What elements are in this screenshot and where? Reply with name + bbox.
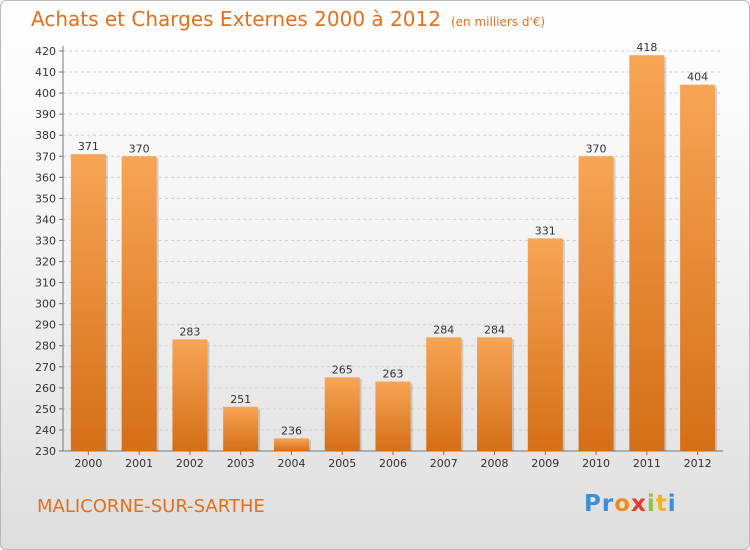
x-tick-label: 2010 <box>582 457 610 470</box>
x-tick-label: 2008 <box>481 457 509 470</box>
x-tick-label: 2012 <box>684 457 712 470</box>
y-tick-label: 380 <box>35 129 56 142</box>
bar <box>324 377 360 451</box>
bar <box>578 156 614 451</box>
y-tick-label: 230 <box>35 445 56 458</box>
y-tick-label: 320 <box>35 256 56 269</box>
x-tick-label: 2004 <box>277 457 305 470</box>
y-tick-label: 250 <box>35 403 56 416</box>
bar <box>375 381 411 451</box>
x-tick-label: 2003 <box>227 457 255 470</box>
bar <box>121 156 157 451</box>
data-label: 236 <box>281 424 302 437</box>
data-label: 283 <box>179 325 200 338</box>
bar <box>629 55 665 452</box>
chart-title: Achats et Charges Externes 2000 à 2012 (e… <box>31 7 545 31</box>
data-label: 284 <box>484 323 505 336</box>
x-tick-label: 2001 <box>125 457 153 470</box>
bar <box>477 337 513 451</box>
x-tick-label: 2006 <box>379 457 407 470</box>
data-label: 331 <box>535 224 556 237</box>
bar <box>527 238 563 451</box>
data-labels: 371 370 283 251 236 265 263 284 284 331 370 418 404 <box>78 41 708 437</box>
y-tick-label: 390 <box>35 108 56 121</box>
chart-title-text: Achats et Charges Externes 2000 à 2012 <box>31 7 441 31</box>
y-tick-label: 370 <box>35 150 56 163</box>
logo-part-2: o <box>614 491 632 517</box>
y-tick-label: 300 <box>35 298 56 311</box>
x-tick-label: 2011 <box>633 457 661 470</box>
data-label: 418 <box>636 41 657 54</box>
place-name: MALICORNE-SUR-SARTHE <box>37 496 265 517</box>
y-tick-label: 290 <box>35 319 56 332</box>
y-tick-label: 400 <box>35 87 56 100</box>
logo-part-4: i <box>646 491 656 517</box>
y-tick-label: 260 <box>35 382 56 395</box>
data-label: 263 <box>383 368 404 381</box>
proxiti-logo: Proxiti <box>584 491 677 517</box>
y-tick-label: 350 <box>35 192 56 205</box>
y-tick-label: 270 <box>35 361 56 374</box>
x-tick-label: 2005 <box>328 457 356 470</box>
data-label: 370 <box>129 142 150 155</box>
logo-part-3: x <box>631 491 647 517</box>
bar <box>172 339 208 451</box>
bars <box>70 55 718 452</box>
x-tick-label: 2007 <box>430 457 458 470</box>
x-tick-labels: 2000 2001 2002 2003 2004 2005 2006 2007 2008 2009… <box>74 457 711 470</box>
y-tick-label: 420 <box>35 45 56 58</box>
x-tick-label: 2009 <box>531 457 559 470</box>
y-tick-labels: 230 240 250 260 270 280 290 300 310 320 330 340 350 3… <box>35 45 56 458</box>
y-tick-label: 330 <box>35 234 56 247</box>
bar <box>680 84 716 452</box>
y-tick-label: 310 <box>35 277 56 290</box>
data-label: 370 <box>586 142 607 155</box>
data-label: 251 <box>230 393 251 406</box>
bar <box>273 438 309 451</box>
y-tick-label: 280 <box>35 340 56 353</box>
data-label: 404 <box>687 71 708 84</box>
y-tick-label: 240 <box>35 424 56 437</box>
data-label: 265 <box>332 363 353 376</box>
bar <box>70 154 106 451</box>
data-label: 371 <box>78 140 99 153</box>
chart-subtitle: (en milliers d'€) <box>450 15 546 29</box>
logo-part-6: i <box>667 491 677 517</box>
y-tick-label: 360 <box>35 171 56 184</box>
logo-part-5: t <box>655 491 668 517</box>
bar <box>223 406 259 451</box>
y-tick-label: 410 <box>35 66 56 79</box>
logo-part-1: Pr <box>584 491 615 517</box>
x-tick-label: 2002 <box>176 457 204 470</box>
x-tick-label: 2000 <box>74 457 102 470</box>
bar <box>426 337 462 451</box>
y-tick-label: 340 <box>35 213 56 226</box>
data-label: 284 <box>433 323 454 336</box>
